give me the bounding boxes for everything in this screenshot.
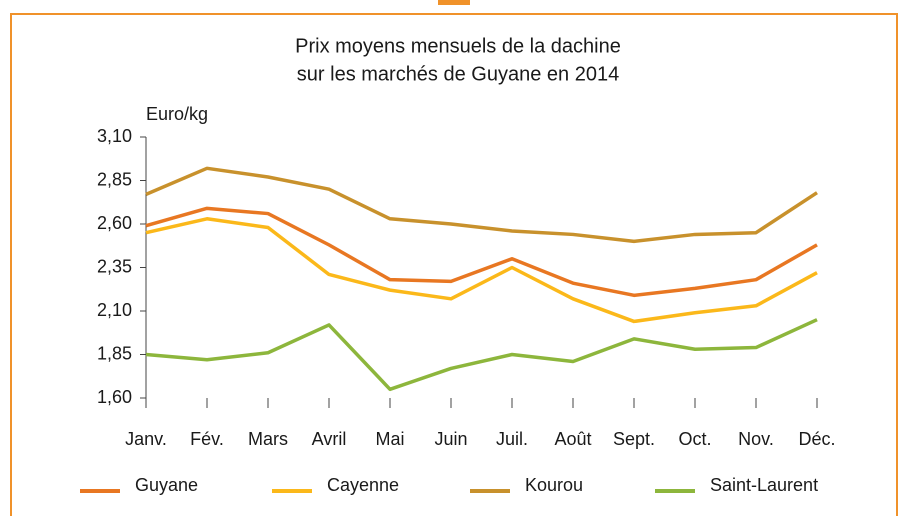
frame-tab <box>438 0 470 5</box>
legend-label: Cayenne <box>327 475 399 495</box>
x-tick-label: Janv. <box>125 429 167 449</box>
x-tick-label: Oct. <box>678 429 711 449</box>
y-tick-label: 2,60 <box>97 213 132 233</box>
x-tick-label: Sept. <box>613 429 655 449</box>
series-line <box>145 206 818 298</box>
x-tick-label: Août <box>554 429 591 449</box>
x-tick-label: Nov. <box>738 429 774 449</box>
chart-subtitle: sur les marchés de Guyane en 2014 <box>297 63 619 85</box>
x-tick-label: Juin <box>434 429 467 449</box>
frame <box>10 13 898 516</box>
y-tick-label: 2,35 <box>97 256 132 276</box>
y-axis-label: Euro/kg <box>146 104 208 124</box>
x-tick-label: Mai <box>375 429 404 449</box>
series-line <box>145 217 818 324</box>
x-tick-label: Déc. <box>798 429 835 449</box>
y-tick-label: 2,10 <box>97 300 132 320</box>
chart-title: Prix moyens mensuels de la dachine <box>295 35 621 57</box>
y-tick-label: 3,10 <box>97 126 132 146</box>
legend-label: Guyane <box>135 475 198 495</box>
y-tick-label: 1,60 <box>97 387 132 407</box>
x-tick-label: Avril <box>312 429 347 449</box>
series-line <box>145 318 818 392</box>
y-tick-label: 1,85 <box>97 343 132 363</box>
x-tick-label: Fév. <box>190 429 224 449</box>
x-tick-label: Mars <box>248 429 288 449</box>
series-line <box>145 166 818 244</box>
x-tick-label: Juil. <box>496 429 528 449</box>
y-tick-label: 2,85 <box>97 169 132 189</box>
legend-label: Kourou <box>525 475 583 495</box>
legend-label: Saint-Laurent <box>710 475 818 495</box>
